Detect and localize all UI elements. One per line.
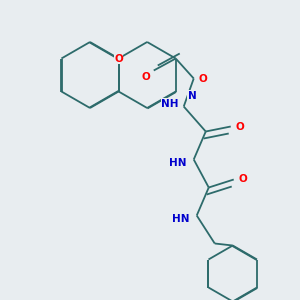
Text: O: O bbox=[238, 175, 247, 184]
Text: O: O bbox=[114, 53, 123, 64]
Text: O: O bbox=[236, 122, 244, 131]
Text: HN: HN bbox=[172, 214, 190, 224]
Text: NH: NH bbox=[161, 99, 179, 109]
Text: O: O bbox=[198, 74, 207, 83]
Text: HN: HN bbox=[169, 158, 187, 169]
Text: O: O bbox=[141, 73, 150, 82]
Text: N: N bbox=[188, 91, 197, 100]
